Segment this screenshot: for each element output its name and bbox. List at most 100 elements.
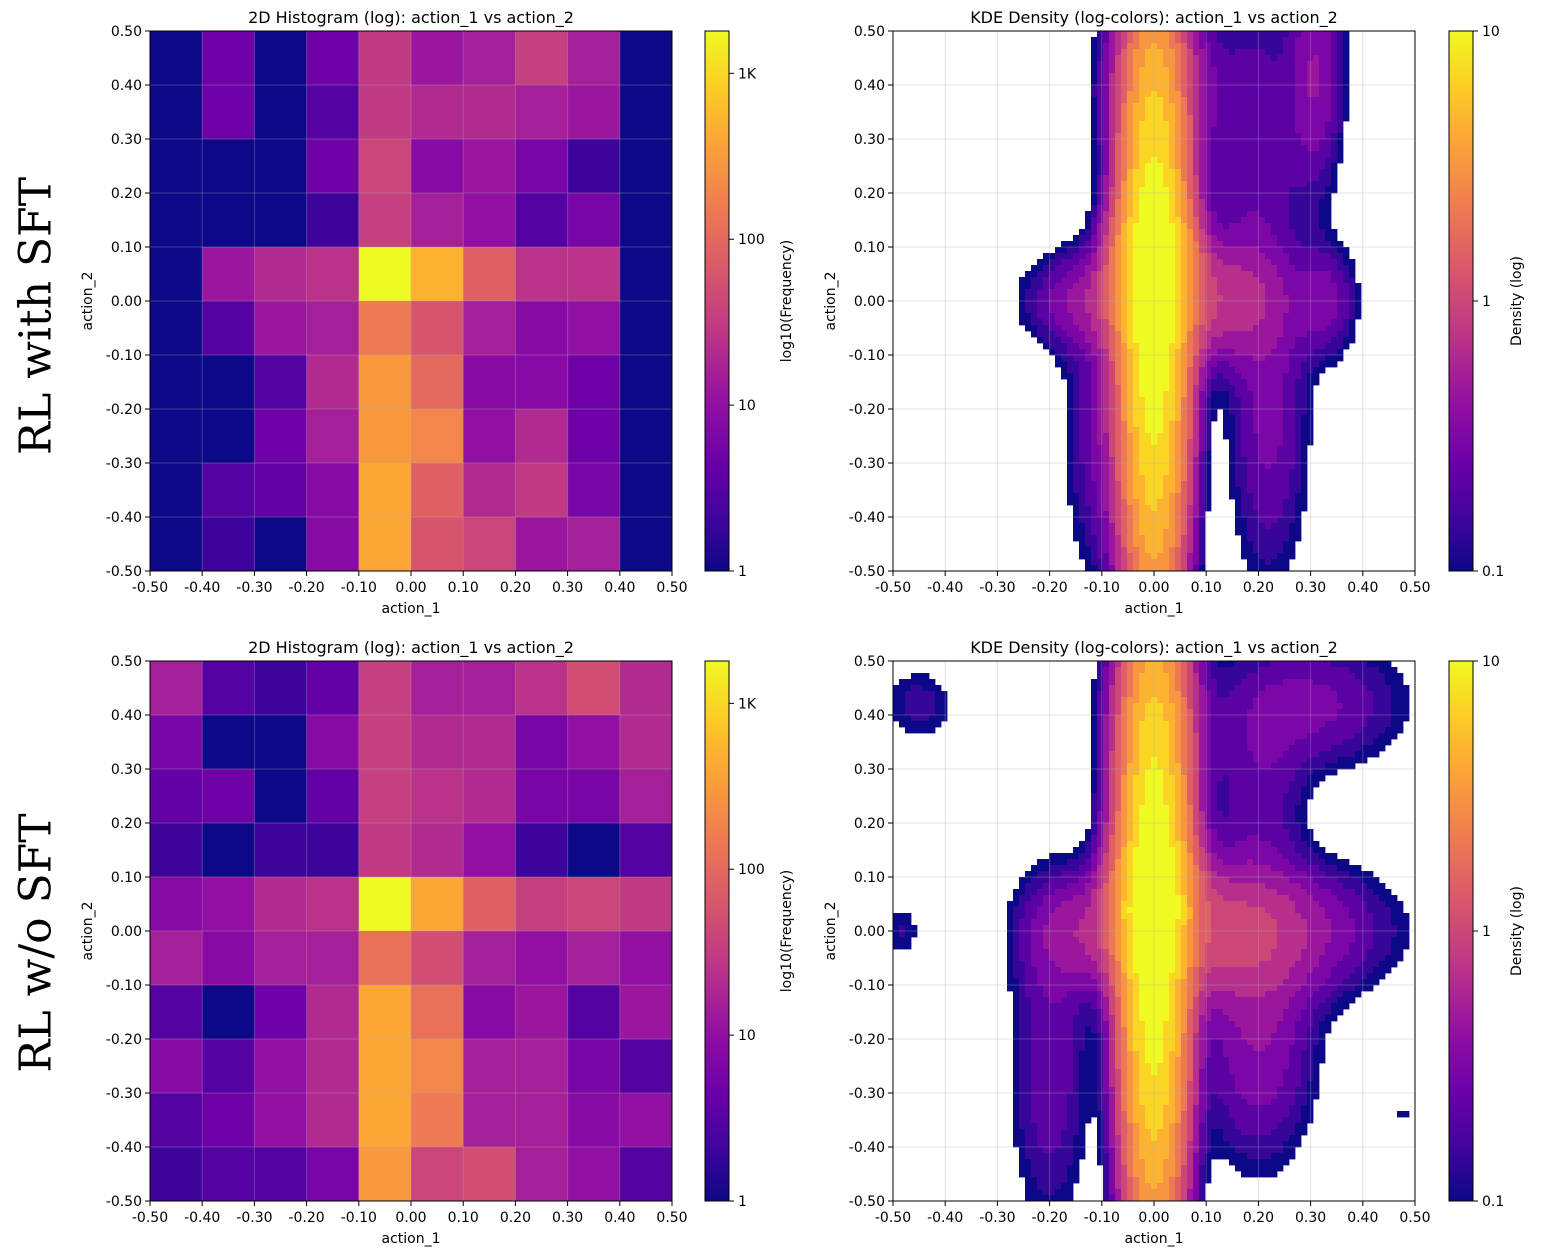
- kde-density-cell: [1211, 79, 1218, 86]
- kde-density-cell: [1199, 499, 1206, 506]
- histogram-cell: [619, 1093, 673, 1148]
- kde-density-cell: [1325, 265, 1332, 272]
- kde-density-cell: [1163, 307, 1170, 314]
- kde-density-cell: [1067, 451, 1074, 458]
- kde-density-cell: [1187, 223, 1194, 230]
- kde-density-cell: [1319, 157, 1326, 164]
- kde-density-cell: [1307, 403, 1314, 410]
- kde-density-cell: [1253, 541, 1260, 548]
- kde-density-cell: [1193, 181, 1200, 188]
- histogram-cell: [567, 931, 621, 986]
- kde-density-cell: [1271, 499, 1278, 506]
- kde-density-cell: [1229, 271, 1236, 278]
- kde-density-cell: [1097, 679, 1104, 686]
- kde-density-cell: [1283, 43, 1290, 50]
- kde-density-cell: [1217, 313, 1224, 320]
- kde-density-cell: [1157, 415, 1164, 422]
- kde-density-cell: [1157, 217, 1164, 224]
- kde-density-cell: [1163, 43, 1170, 50]
- kde-density-cell: [1109, 553, 1116, 560]
- kde-density-cell: [1307, 361, 1314, 368]
- kde-density-cell: [1151, 241, 1158, 248]
- kde-density-cell: [1307, 709, 1314, 716]
- kde-density-cell: [1295, 187, 1302, 194]
- kde-density-cell: [1055, 277, 1062, 284]
- kde-density-cell: [1241, 703, 1248, 710]
- kde-density-cell: [1085, 421, 1092, 428]
- kde-density-cell: [1391, 727, 1398, 734]
- kde-density-cell: [1097, 463, 1104, 470]
- kde-density-cell: [1217, 367, 1224, 374]
- kde-density-cell: [923, 715, 930, 722]
- kde-density-cell: [1085, 403, 1092, 410]
- kde-density-cell: [1181, 679, 1188, 686]
- histogram-cell: [306, 247, 360, 302]
- kde-density-cell: [1151, 469, 1158, 476]
- kde-density-cell: [1079, 241, 1086, 248]
- kde-density-cell: [1067, 475, 1074, 482]
- kde-density-cell: [1157, 517, 1164, 524]
- kde-density-cell: [1223, 67, 1230, 74]
- kde-density-cell: [1199, 127, 1206, 134]
- kde-density-cell: [1115, 703, 1122, 710]
- kde-density-cell: [1067, 295, 1074, 302]
- kde-density-cell: [1295, 199, 1302, 206]
- kde-density-cell: [1271, 277, 1278, 284]
- kde-density-cell: [1211, 715, 1218, 722]
- kde-density-cell: [1301, 73, 1308, 80]
- kde-density-cell: [1163, 559, 1170, 566]
- kde-density-cell: [1301, 679, 1308, 686]
- kde-density-cell: [1259, 445, 1266, 452]
- kde-density-cell: [1067, 289, 1074, 296]
- kde-density-cell: [1211, 151, 1218, 158]
- kde-density-cell: [1175, 559, 1182, 566]
- histogram-cell: [202, 517, 255, 572]
- kde-density-cell: [1163, 223, 1170, 230]
- kde-density-cell: [1079, 397, 1086, 404]
- kde-density-cell: [1223, 367, 1230, 374]
- kde-density-cell: [1061, 337, 1068, 344]
- kde-density-cell: [1067, 271, 1074, 278]
- kde-density-cell: [1247, 157, 1254, 164]
- kde-density-cell: [1319, 685, 1326, 692]
- kde-density-cell: [1301, 457, 1308, 464]
- y-tick-label: 0.10: [111, 870, 142, 886]
- kde-density-cell: [1169, 397, 1176, 404]
- kde-density-cell: [1247, 409, 1254, 416]
- kde-density-cell: [1229, 487, 1236, 494]
- kde-density-cell: [1217, 385, 1224, 392]
- kde-density-cell: [1325, 289, 1332, 296]
- kde-density-cell: [1259, 541, 1266, 548]
- kde-density-cell: [1295, 457, 1302, 464]
- kde-density-cell: [1217, 691, 1224, 698]
- kde-density-cell: [1247, 493, 1254, 500]
- kde-density-cell: [1157, 175, 1164, 182]
- kde-density-cell: [1091, 457, 1098, 464]
- kde-density-cell: [905, 715, 912, 722]
- kde-density-cell: [1325, 85, 1332, 92]
- kde-density-cell: [1247, 373, 1254, 380]
- kde-density-cell: [1295, 403, 1302, 410]
- kde-density-cell: [905, 679, 912, 686]
- kde-density-cell: [1145, 445, 1152, 452]
- kde-density-cell: [1115, 565, 1122, 572]
- kde-density-cell: [1271, 31, 1278, 38]
- kde-density-cell: [1247, 313, 1254, 320]
- kde-density-cell: [1361, 703, 1368, 710]
- kde-density-cell: [1313, 133, 1320, 140]
- kde-density-cell: [1079, 349, 1086, 356]
- histogram-cell: [358, 931, 412, 986]
- kde-density-cell: [1157, 73, 1164, 80]
- kde-density-cell: [1175, 181, 1182, 188]
- kde-density-cell: [1211, 685, 1218, 692]
- kde-density-cell: [1121, 517, 1128, 524]
- kde-density-cell: [1091, 175, 1098, 182]
- kde-density-cell: [1241, 157, 1248, 164]
- kde-density-cell: [1301, 265, 1308, 272]
- kde-density-cell: [1289, 103, 1296, 110]
- kde-density-cell: [1229, 367, 1236, 374]
- kde-density-cell: [1109, 31, 1116, 38]
- kde-density-cell: [1097, 151, 1104, 158]
- kde-density-cell: [1235, 325, 1242, 332]
- kde-density-cell: [1235, 349, 1242, 356]
